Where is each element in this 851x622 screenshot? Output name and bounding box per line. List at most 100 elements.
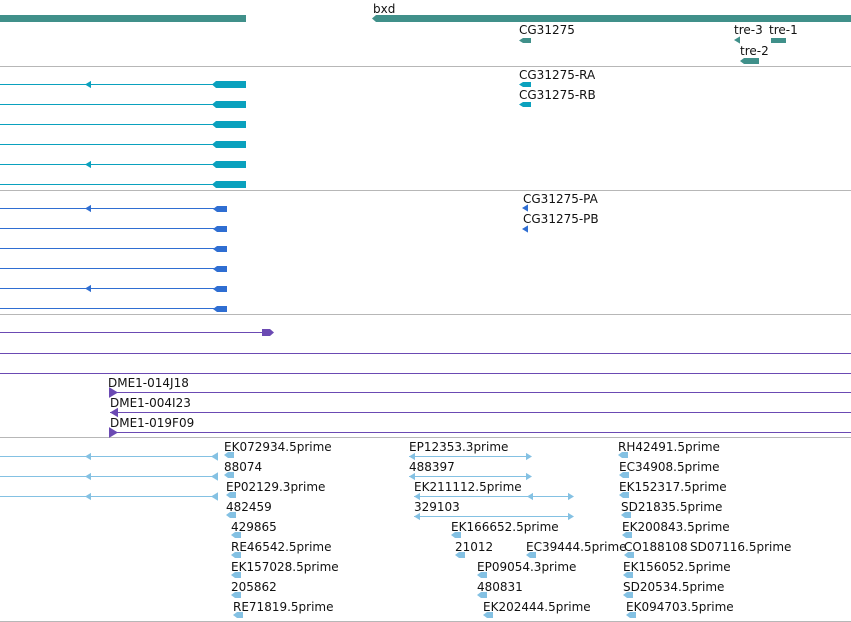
est-label[interactable]: 88074: [224, 460, 263, 474]
est-feature[interactable]: [226, 512, 236, 518]
protein-block[interactable]: [213, 206, 227, 212]
strand-arrow[interactable]: [526, 452, 532, 461]
est-label[interactable]: EP09054.3prime: [477, 560, 577, 574]
clone-end[interactable]: [109, 427, 118, 438]
est-label[interactable]: EK152317.5prime: [619, 480, 727, 494]
strand-arrow[interactable]: [85, 472, 91, 481]
strand-arrow[interactable]: [211, 472, 218, 481]
protein-block[interactable]: [213, 266, 227, 272]
gene-glyph[interactable]: [372, 15, 851, 22]
est-label[interactable]: EC34908.5prime: [619, 460, 720, 474]
clone-end[interactable]: [262, 329, 274, 336]
transcript-exon[interactable]: [212, 81, 246, 88]
protein-label-pa[interactable]: CG31275-PA: [523, 192, 598, 206]
gene-glyph[interactable]: [734, 36, 740, 44]
est-label[interactable]: SD21835.5prime: [621, 500, 723, 514]
protein-label-pb[interactable]: CG31275-PB: [523, 212, 599, 226]
est-feature[interactable]: [621, 512, 631, 518]
strand-arrow[interactable]: [414, 492, 420, 501]
strand-arrow[interactable]: [568, 492, 574, 501]
protein-block[interactable]: [213, 226, 227, 232]
est-label[interactable]: EK166652.5prime: [451, 520, 559, 534]
est-feature[interactable]: [231, 592, 241, 598]
est-feature[interactable]: [477, 572, 487, 578]
transcript-label-ra[interactable]: CG31275-RA: [519, 68, 596, 82]
protein-block[interactable]: [213, 286, 227, 292]
est-feature[interactable]: [231, 532, 241, 538]
est-label[interactable]: 21012: [455, 540, 494, 554]
strand-arrow[interactable]: [85, 284, 91, 293]
protein-block[interactable]: [213, 246, 227, 252]
est-label[interactable]: 488397: [409, 460, 455, 474]
est-label[interactable]: EK094703.5prime: [626, 600, 734, 614]
transcript-exon[interactable]: [519, 102, 531, 107]
est-feature[interactable]: [618, 452, 628, 458]
est-label[interactable]: SD20534.5prime: [623, 580, 725, 594]
est-label[interactable]: EC39444.5prime: [526, 540, 627, 554]
est-feature[interactable]: [622, 532, 632, 538]
est-feature[interactable]: [623, 592, 633, 598]
est-label[interactable]: CO188108: [624, 540, 688, 554]
strand-arrow[interactable]: [85, 80, 91, 89]
est-feature[interactable]: [623, 572, 633, 578]
gene-label-tre-1[interactable]: tre-1: [769, 23, 798, 37]
est-feature[interactable]: [626, 612, 636, 618]
est-label[interactable]: RE71819.5prime: [233, 600, 334, 614]
gene-glyph[interactable]: [740, 58, 759, 64]
est-feature[interactable]: [619, 492, 629, 498]
transcript-exon[interactable]: [519, 82, 531, 87]
gene-label-tre-2[interactable]: tre-2: [740, 44, 769, 58]
est-label[interactable]: RE46542.5prime: [231, 540, 332, 554]
strand-arrow[interactable]: [211, 452, 218, 461]
est-feature[interactable]: [526, 552, 536, 558]
est-label[interactable]: RH42491.5prime: [618, 440, 720, 454]
strand-arrow[interactable]: [211, 492, 218, 501]
est-label[interactable]: 480831: [477, 580, 523, 594]
transcript-label-rb[interactable]: CG31275-RB: [519, 88, 596, 102]
protein-block[interactable]: [213, 306, 227, 312]
clone-end[interactable]: [109, 387, 118, 398]
est-feature[interactable]: [451, 532, 461, 538]
strand-arrow[interactable]: [85, 452, 91, 461]
transcript-exon[interactable]: [212, 181, 246, 188]
est-label[interactable]: 482459: [226, 500, 272, 514]
strand-arrow[interactable]: [409, 472, 415, 481]
est-feature[interactable]: [231, 572, 241, 578]
est-label[interactable]: EK156052.5prime: [623, 560, 731, 574]
est-feature[interactable]: [624, 552, 634, 558]
protein-block[interactable]: [522, 204, 528, 212]
clone-label-004i23[interactable]: DME1-004I23: [110, 396, 191, 410]
est-label[interactable]: EK200843.5prime: [622, 520, 730, 534]
transcript-exon[interactable]: [212, 121, 246, 128]
gene-label-cg31275[interactable]: CG31275: [519, 23, 575, 37]
strand-arrow[interactable]: [527, 492, 533, 501]
est-label[interactable]: 429865: [231, 520, 277, 534]
strand-arrow[interactable]: [85, 204, 91, 213]
strand-arrow[interactable]: [568, 512, 574, 521]
est-feature[interactable]: [231, 552, 241, 558]
est-feature[interactable]: [233, 612, 243, 618]
strand-arrow[interactable]: [85, 160, 91, 169]
transcript-exon[interactable]: [212, 161, 246, 168]
clone-end[interactable]: [110, 407, 118, 418]
est-label[interactable]: EK211112.5prime: [414, 480, 522, 494]
gene-label-bxd[interactable]: bxd: [373, 2, 396, 16]
est-feature[interactable]: [226, 492, 236, 498]
protein-block[interactable]: [522, 225, 528, 233]
est-label[interactable]: SD07116.5prime: [690, 540, 792, 554]
clone-label-014j18[interactable]: DME1-014J18: [108, 376, 189, 390]
strand-arrow[interactable]: [85, 492, 91, 501]
strand-arrow[interactable]: [526, 472, 532, 481]
clone-label-019f09[interactable]: DME1-019F09: [110, 416, 195, 430]
gene-glyph[interactable]: [519, 38, 531, 43]
est-feature[interactable]: [619, 472, 629, 478]
est-feature[interactable]: [455, 552, 465, 558]
est-label[interactable]: EK072934.5prime: [224, 440, 332, 454]
strand-arrow[interactable]: [414, 512, 420, 521]
strand-arrow[interactable]: [409, 452, 415, 461]
est-feature[interactable]: [224, 472, 234, 478]
est-label[interactable]: 205862: [231, 580, 277, 594]
est-feature[interactable]: [477, 592, 487, 598]
est-label[interactable]: EK157028.5prime: [231, 560, 339, 574]
est-label[interactable]: EP02129.3prime: [226, 480, 326, 494]
